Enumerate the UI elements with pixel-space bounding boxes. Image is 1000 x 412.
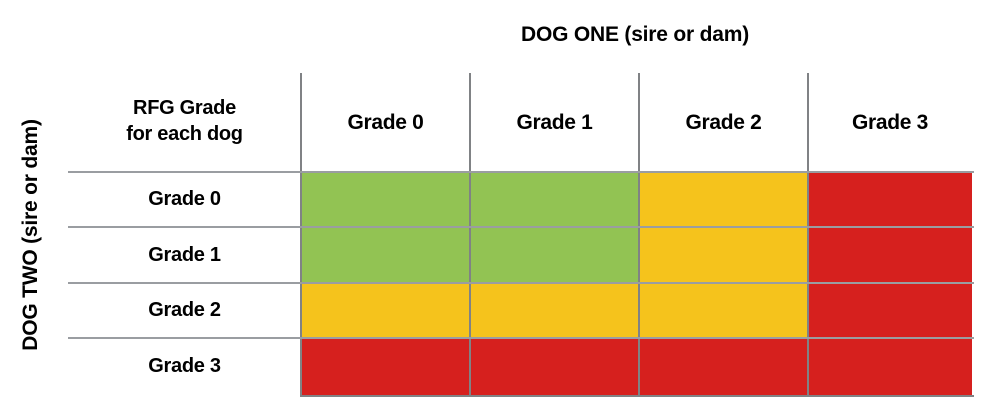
left-axis-title: DOG TWO (sire or dam) — [19, 119, 42, 351]
matrix-cell-r1-c1 — [470, 227, 639, 283]
matrix-cell-r1-c2 — [639, 227, 808, 283]
matrix-cell-r0-c2 — [639, 172, 808, 227]
matrix-cell-r2-c3 — [808, 283, 972, 338]
gridline-vertical-4 — [807, 73, 809, 397]
gridline-vertical-1 — [300, 73, 302, 397]
gridline-horizontal-1 — [68, 226, 974, 228]
gridline-horizontal-2 — [68, 282, 974, 284]
grade-matrix-table: RFG Grade for each dog Grade 0 Grade 1 G… — [68, 73, 974, 397]
matrix-cell-r0-c0 — [301, 172, 470, 227]
matrix-cell-r0-c1 — [470, 172, 639, 227]
gridline-horizontal-bottom — [301, 395, 974, 397]
matrix-cell-r3-c3 — [808, 338, 972, 395]
matrix-cell-r2-c1 — [470, 283, 639, 338]
matrix-cell-r1-c0 — [301, 227, 470, 283]
left-axis-title-container: DOG TWO (sire or dam) — [0, 70, 62, 400]
row-header-grade-3: Grade 3 — [148, 355, 221, 377]
column-header-grade-0: Grade 0 — [347, 110, 424, 134]
row-header-grade-0: Grade 0 — [148, 188, 221, 210]
matrix-cell-r1-c3 — [808, 227, 972, 283]
matrix-cell-r2-c2 — [639, 283, 808, 338]
gridline-vertical-3 — [638, 73, 640, 397]
gridline-vertical-2 — [469, 73, 471, 397]
top-axis-title: DOG ONE (sire or dam) — [520, 23, 749, 46]
gridline-horizontal-3 — [68, 337, 974, 339]
row-header-grade-2: Grade 2 — [148, 299, 221, 321]
column-header-grade-2: Grade 2 — [685, 110, 762, 134]
matrix-cell-r3-c1 — [470, 338, 639, 395]
corner-header-cell: RFG Grade for each dog — [68, 73, 301, 172]
row-header-grade-1: Grade 1 — [148, 243, 221, 266]
corner-header-line2: for each dog — [126, 122, 243, 145]
grade-matrix-grid: RFG Grade for each dog Grade 0 Grade 1 G… — [68, 73, 974, 397]
matrix-cell-r3-c0 — [301, 338, 470, 395]
gridline-horizontal-header — [68, 171, 974, 173]
column-header-grade-1: Grade 1 — [516, 110, 593, 134]
corner-header-line1: RFG Grade — [133, 96, 236, 119]
matrix-cell-r0-c3 — [808, 172, 972, 227]
matrix-cell-r3-c2 — [639, 338, 808, 395]
column-header-grade-3: Grade 3 — [851, 110, 929, 134]
matrix-cell-r2-c0 — [301, 283, 470, 338]
